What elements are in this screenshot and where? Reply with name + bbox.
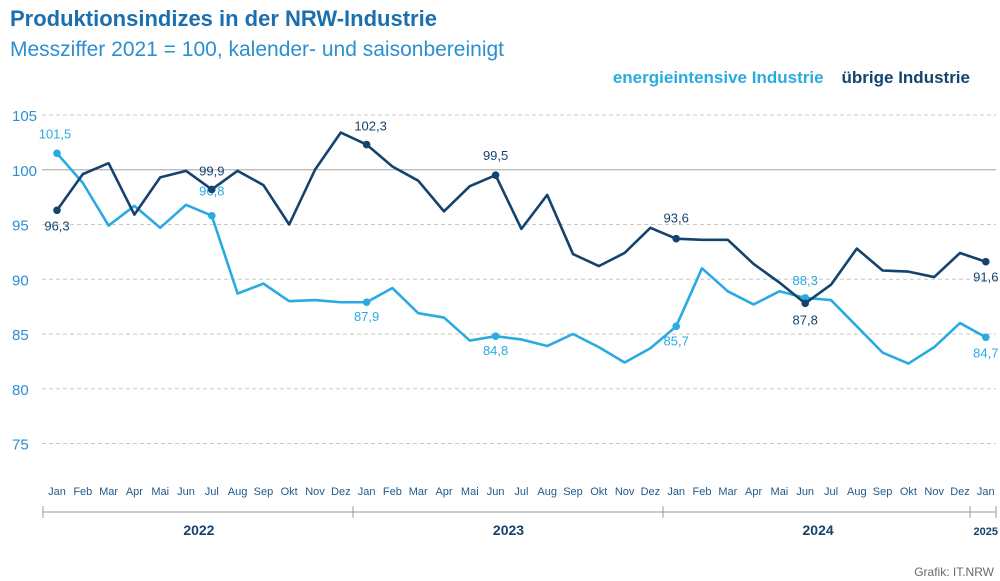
data-label: 87,9 bbox=[354, 309, 379, 324]
y-tick-label: 80 bbox=[12, 382, 29, 399]
data-label: 88,3 bbox=[793, 273, 818, 288]
data-point bbox=[362, 140, 371, 149]
data-point bbox=[53, 149, 61, 158]
x-tick-label: Mai bbox=[771, 486, 789, 498]
year-label: 2022 bbox=[183, 522, 214, 538]
x-tick-label: Feb bbox=[73, 486, 92, 498]
y-tick-label: 105 bbox=[12, 108, 37, 125]
data-label: 102,3 bbox=[354, 119, 387, 134]
series-line-energieintensive bbox=[55, 152, 988, 365]
x-tick-label: Sep bbox=[254, 486, 274, 498]
x-tick-label: Feb bbox=[383, 486, 402, 498]
y-tick-label: 95 bbox=[12, 218, 29, 235]
data-point bbox=[982, 257, 990, 266]
x-tick-label: Okt bbox=[590, 486, 607, 498]
y-tick-label: 100 bbox=[12, 163, 37, 180]
x-tick-label: Jul bbox=[205, 486, 219, 498]
data-point bbox=[53, 206, 61, 215]
x-tick-label: Jan bbox=[667, 486, 685, 498]
data-label: 91,6 bbox=[973, 270, 998, 285]
year-label: 2023 bbox=[493, 522, 524, 538]
x-tick-label: Jun bbox=[487, 486, 505, 498]
y-tick-label: 90 bbox=[12, 272, 29, 289]
x-tick-label: Aug bbox=[228, 486, 248, 498]
x-tick-label: Dez bbox=[950, 486, 970, 498]
x-tick-label: Mar bbox=[409, 486, 428, 498]
legend: energieintensive Industrie übrige Indust… bbox=[613, 68, 970, 88]
x-tick-label: Dez bbox=[331, 486, 351, 498]
source-credit: Grafik: IT.NRW bbox=[914, 565, 994, 579]
y-tick-label: 85 bbox=[12, 327, 29, 344]
x-tick-label: Nov bbox=[924, 486, 944, 498]
data-label: 84,8 bbox=[483, 343, 508, 358]
x-tick-label: Dez bbox=[641, 486, 661, 498]
x-tick-label: Nov bbox=[305, 486, 325, 498]
x-tick-label: Mai bbox=[461, 486, 479, 498]
x-tick-label: Jun bbox=[796, 486, 814, 498]
x-tick-label: Mar bbox=[718, 486, 737, 498]
x-tick-label: Jan bbox=[48, 486, 66, 498]
data-point bbox=[208, 211, 216, 220]
x-tick-label: Apr bbox=[435, 486, 452, 498]
y-tick-label: 75 bbox=[12, 437, 29, 454]
x-tick-label: Aug bbox=[537, 486, 557, 498]
data-point bbox=[801, 299, 809, 308]
x-tick-label: Okt bbox=[900, 486, 917, 498]
data-label: 99,5 bbox=[483, 148, 508, 163]
data-label: 87,8 bbox=[793, 312, 818, 327]
data-point bbox=[672, 322, 680, 331]
data-point bbox=[491, 332, 500, 340]
data-point bbox=[362, 298, 371, 307]
x-tick-label: Aug bbox=[847, 486, 867, 498]
x-tick-label: Apr bbox=[745, 486, 762, 498]
x-tick-label: Jul bbox=[514, 486, 528, 498]
x-tick-label: Nov bbox=[615, 486, 635, 498]
legend-energieintensive: energieintensive Industrie bbox=[612, 68, 824, 87]
x-tick-label: Mai bbox=[151, 486, 169, 498]
chart-subtitle: Messziffer 2021 = 100, kalender- und sai… bbox=[10, 38, 505, 61]
data-point bbox=[491, 171, 500, 180]
data-point bbox=[208, 185, 216, 194]
data-label: 96,3 bbox=[44, 218, 69, 233]
x-tick-label: Mar bbox=[99, 486, 118, 498]
data-point bbox=[982, 333, 990, 342]
data-point bbox=[801, 294, 809, 302]
data-label: 84,7 bbox=[973, 345, 998, 360]
x-tick-label: Apr bbox=[126, 486, 143, 498]
x-tick-label: Jun bbox=[177, 486, 195, 498]
x-tick-label: Feb bbox=[693, 486, 712, 498]
chart-title: Produktionsindizes in der NRW-Industrie bbox=[10, 6, 437, 31]
year-label: 2024 bbox=[803, 522, 834, 538]
legend-uebrige: übrige Industrie bbox=[841, 68, 970, 87]
x-tick-label: Sep bbox=[873, 486, 893, 498]
x-tick-label: Jan bbox=[977, 486, 995, 498]
data-label: 93,6 bbox=[664, 211, 689, 226]
x-tick-label: Okt bbox=[281, 486, 298, 498]
data-label: 101,5 bbox=[39, 126, 72, 141]
series-line-uebrige bbox=[55, 131, 988, 305]
data-point bbox=[672, 234, 680, 243]
data-label: 85,7 bbox=[664, 333, 689, 348]
data-label: 99,9 bbox=[199, 163, 224, 178]
x-tick-label: Jan bbox=[358, 486, 376, 498]
x-tick-label: Jul bbox=[824, 486, 838, 498]
x-tick-label: Sep bbox=[563, 486, 583, 498]
year-label: 2025 bbox=[974, 526, 998, 538]
